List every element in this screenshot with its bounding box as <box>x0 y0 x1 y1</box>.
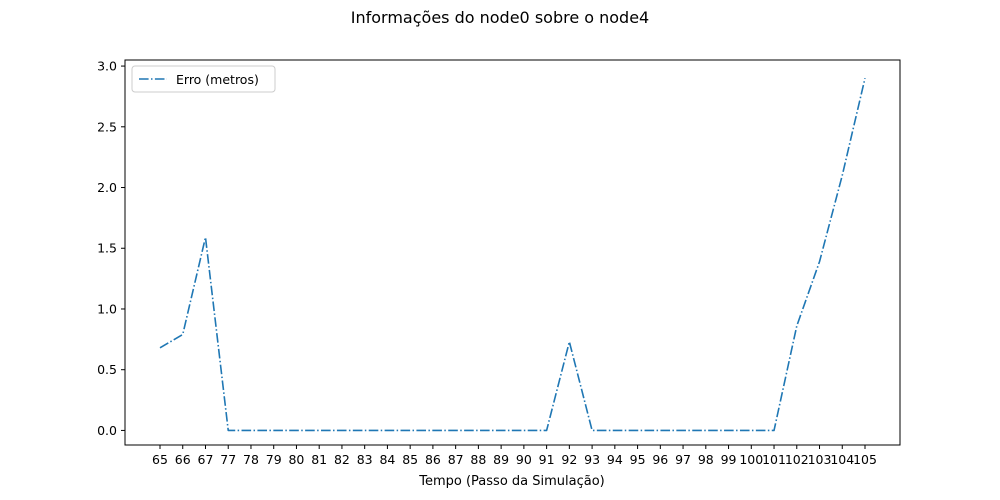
x-tick-label: 83 <box>357 452 373 467</box>
x-tick-label: 77 <box>220 452 236 467</box>
x-tick-label: 85 <box>402 452 418 467</box>
x-tick-label: 95 <box>630 452 646 467</box>
x-tick-label: 79 <box>266 452 282 467</box>
x-tick-label: 101 <box>762 452 786 467</box>
legend-label: Erro (metros) <box>176 72 259 87</box>
x-tick-label: 91 <box>539 452 555 467</box>
y-tick-label: 1.5 <box>97 241 117 256</box>
x-tick-label: 92 <box>561 452 577 467</box>
y-axis: 0.0 0.5 1.0 1.5 2.0 2.5 3.0 <box>97 59 125 438</box>
x-tick-label: 86 <box>425 452 441 467</box>
x-tick-label: 99 <box>721 452 737 467</box>
y-tick-label: 0.5 <box>97 362 117 377</box>
x-tick-label: 67 <box>198 452 214 467</box>
x-axis-label: Tempo (Passo da Simulação) <box>418 474 605 489</box>
legend: Erro (metros) <box>131 65 276 93</box>
x-tick-label: 80 <box>288 452 304 467</box>
x-tick-label: 103 <box>808 452 832 467</box>
x-axis: 65 66 67 77 78 79 80 81 82 83 84 85 86 87 88 89 90 91 92 93… <box>152 445 877 467</box>
y-tick-label: 2.0 <box>97 180 117 195</box>
x-tick-label: 88 <box>470 452 486 467</box>
series-group <box>159 78 866 432</box>
x-tick-label: 94 <box>607 452 623 467</box>
x-tick-label: 90 <box>516 452 532 467</box>
x-tick-label: 104 <box>830 452 854 467</box>
x-tick-label: 81 <box>311 452 327 467</box>
y-tick-label: 0.0 <box>97 423 117 438</box>
x-tick-label: 98 <box>698 452 714 467</box>
x-tick-label: 84 <box>379 452 395 467</box>
x-tick-label: 96 <box>652 452 668 467</box>
series-line <box>159 78 866 432</box>
x-tick-label: 87 <box>448 452 464 467</box>
x-tick-label: 102 <box>785 452 809 467</box>
x-tick-label: 66 <box>175 452 191 467</box>
chart-title: Informações do node0 sobre o node4 <box>351 8 649 27</box>
plot-frame <box>124 59 901 446</box>
x-tick-label: 82 <box>334 452 350 467</box>
x-tick-label: 93 <box>584 452 600 467</box>
y-tick-label: 2.5 <box>97 119 117 134</box>
x-tick-label: 100 <box>739 452 763 467</box>
legend-box <box>131 65 276 93</box>
x-tick-label: 105 <box>853 452 877 467</box>
y-tick-label: 1.0 <box>97 301 117 316</box>
x-tick-label: 89 <box>493 452 509 467</box>
x-tick-label: 97 <box>675 452 691 467</box>
y-tick-label: 3.0 <box>97 59 117 74</box>
x-tick-label: 65 <box>152 452 168 467</box>
x-tick-label: 78 <box>243 452 259 467</box>
